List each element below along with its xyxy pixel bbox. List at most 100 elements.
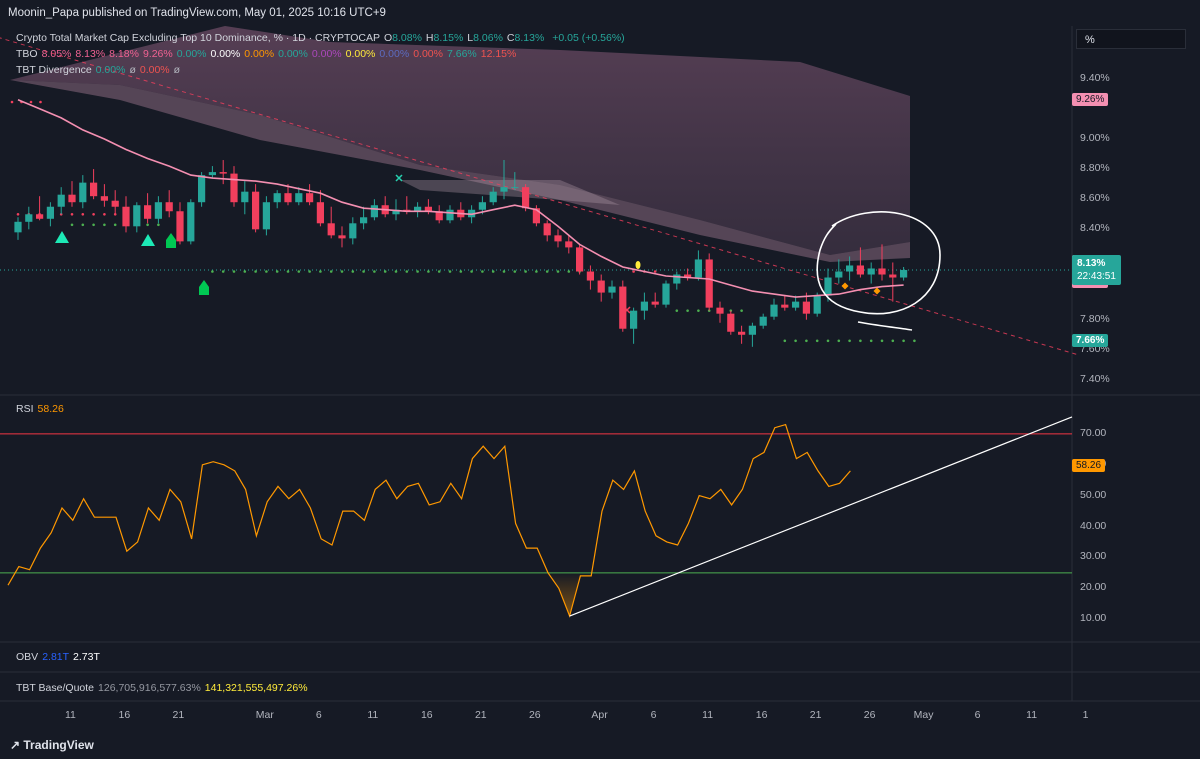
candle-body [511, 187, 519, 189]
tbo-cloud [10, 26, 910, 255]
price-tick: 8.40% [1080, 222, 1110, 235]
candle-body [46, 206, 54, 219]
tbo-label: TBO [16, 48, 38, 60]
rsi-legend[interactable]: RSI 58.26 [16, 403, 68, 415]
candle-body [727, 313, 735, 332]
rsi-tick: 10.00 [1080, 612, 1107, 625]
level-dot [416, 270, 419, 273]
divergence-values: 0.00% ø 0.00% ø [96, 64, 184, 76]
divergence-value: ø [173, 64, 181, 76]
level-dot [29, 100, 33, 104]
candle-body [370, 205, 378, 218]
price-axis-bg [1072, 26, 1200, 395]
level-dot [103, 223, 106, 227]
candle-body [813, 295, 821, 314]
level-dot [675, 309, 679, 312]
candle-body [554, 235, 562, 242]
candle-body [640, 301, 648, 311]
candle-body [759, 316, 767, 326]
level-dot [535, 270, 538, 273]
candle-body [262, 202, 270, 230]
ohlc-key: O [383, 32, 393, 44]
candle-body [478, 202, 486, 210]
tbt-bq-legend[interactable]: TBT Base/Quote 126,705,916,577.63% 141,321… [16, 682, 312, 694]
candle-body [25, 214, 33, 222]
level-dot [297, 270, 301, 273]
candle-body [349, 223, 357, 239]
rsi-trendline [569, 416, 1073, 617]
level-dot [783, 339, 787, 343]
level-dot [437, 270, 441, 273]
tbo-value: 8.18% [109, 48, 139, 60]
price-tick: 9.00% [1080, 131, 1110, 144]
candle-body [489, 191, 497, 203]
candle-body [338, 235, 346, 239]
candle-body [748, 325, 756, 335]
legend-divergence[interactable]: TBT Divergence 0.00% ø 0.00% ø [16, 64, 188, 76]
level-dot [243, 270, 247, 273]
tbo-value: 0.00% [413, 48, 443, 60]
rsi-tick: 50.00 [1080, 488, 1107, 501]
tbo-value: 7.66% [446, 48, 477, 60]
candle-body [576, 247, 584, 272]
level-dot [556, 270, 560, 273]
tbt-bq-label: TBT Base/Quote [16, 682, 95, 694]
candle-body [284, 193, 292, 203]
legend-main[interactable]: Crypto Total Market Cap Excluding Top 10… [16, 32, 629, 44]
candle-body [414, 206, 422, 212]
level-dot [837, 339, 841, 343]
candle-body [90, 182, 98, 197]
level-dot [221, 270, 225, 273]
level-dot [308, 270, 311, 273]
candle-body [208, 172, 216, 176]
level-dot [10, 100, 14, 104]
candle-body [14, 221, 22, 233]
candle-body [597, 280, 605, 293]
candle-body [360, 217, 368, 224]
candle-body [630, 310, 638, 329]
candle-body [565, 241, 573, 248]
obv-value-1: 2.81T [42, 651, 70, 663]
candle-body [684, 274, 692, 278]
divergence-label: TBT Divergence [16, 64, 92, 76]
candle-body [306, 193, 314, 203]
candle-body [36, 214, 44, 219]
rsi-value-tag: 58.26 [1072, 459, 1106, 472]
candle-body [273, 193, 281, 203]
published-line: Moonin_Papa published on TradingView.com… [8, 7, 386, 19]
unit-selector[interactable]: % [1076, 29, 1186, 49]
time-tick: 6 [315, 709, 322, 721]
legend-tbo[interactable]: TBO 8.05% 8.13% 8.18% 9.26% 0.00% 0.00% 0.00% 0.… [16, 48, 524, 60]
rsi-tick: 40.00 [1080, 519, 1107, 532]
level-dot [902, 339, 905, 343]
candle-body [802, 301, 810, 314]
price-tick: 7.80% [1080, 312, 1110, 325]
level-dot [113, 223, 117, 227]
candle-body [144, 205, 152, 219]
candle-body [781, 304, 789, 308]
candle-body [900, 269, 908, 278]
ohlc-value: 8.06% [473, 32, 503, 44]
diamond-signal-icon [873, 287, 881, 295]
moving-average-line [17, 99, 904, 298]
tbo-value: 9.26% [142, 48, 173, 60]
tbo-value: 8.13% [75, 48, 106, 60]
ohlc-value: 8.13% [514, 32, 545, 44]
level-dot [826, 339, 830, 343]
level-dot [545, 270, 549, 273]
time-tick: 21 [474, 709, 487, 721]
ohlc-key: L [467, 32, 474, 44]
footer: ↗︎ TradingView [0, 730, 1200, 759]
level-dot [92, 212, 95, 216]
level-dot [232, 270, 236, 273]
time-tick: 21 [172, 709, 185, 721]
level-dot [869, 339, 873, 343]
price-tick: 8.80% [1080, 162, 1110, 175]
symbol-title[interactable]: Crypto Total Market Cap Excluding Top 10… [16, 32, 380, 44]
level-dot [707, 309, 711, 312]
obv-legend[interactable]: OBV 2.81T 2.73T [16, 651, 104, 663]
candle-body [68, 194, 76, 203]
rsi-tick: 70.00 [1080, 426, 1107, 439]
level-dot [405, 270, 409, 273]
level-dot [81, 223, 85, 227]
